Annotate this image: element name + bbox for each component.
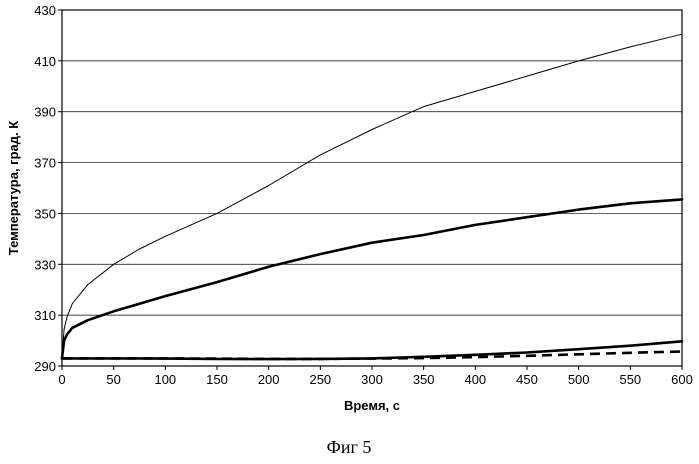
figure-caption: Фиг 5 — [327, 437, 372, 457]
plot-area-frame — [62, 10, 682, 366]
x-tick-label: 350 — [413, 372, 435, 387]
x-tick-label: 50 — [106, 372, 120, 387]
x-tick-label: 0 — [58, 372, 65, 387]
x-tick-label: 400 — [464, 372, 486, 387]
y-tick-label: 390 — [34, 105, 56, 120]
x-tick-label: 300 — [361, 372, 383, 387]
series-line-1 — [62, 34, 682, 358]
y-tick-label: 330 — [34, 257, 56, 272]
horizontal-gridlines — [62, 61, 682, 315]
series-line-2 — [62, 199, 682, 358]
y-axis-ticks: 290 310 330 350 370 390 410 430 — [34, 3, 62, 374]
x-tick-label: 100 — [154, 372, 176, 387]
y-tick-label: 290 — [34, 359, 56, 374]
x-tick-label: 600 — [671, 372, 693, 387]
y-tick-label: 350 — [34, 206, 56, 221]
x-tick-label: 500 — [568, 372, 590, 387]
series-line-3 — [62, 341, 682, 359]
x-tick-label: 550 — [619, 372, 641, 387]
y-tick-label: 410 — [34, 54, 56, 69]
y-tick-label: 370 — [34, 156, 56, 171]
x-tick-label: 250 — [309, 372, 331, 387]
series-group — [62, 34, 682, 359]
x-tick-label: 150 — [206, 372, 228, 387]
y-tick-label: 310 — [34, 308, 56, 323]
y-tick-label: 430 — [34, 3, 56, 18]
x-tick-label: 450 — [516, 372, 538, 387]
x-axis-ticks: 0 50 100 150 200 250 300 350 400 450 500 550 600 — [58, 366, 692, 387]
x-tick-label: 200 — [258, 372, 280, 387]
y-axis-label: Температура, град. К — [6, 121, 21, 255]
x-axis-label: Время, с — [344, 398, 400, 413]
